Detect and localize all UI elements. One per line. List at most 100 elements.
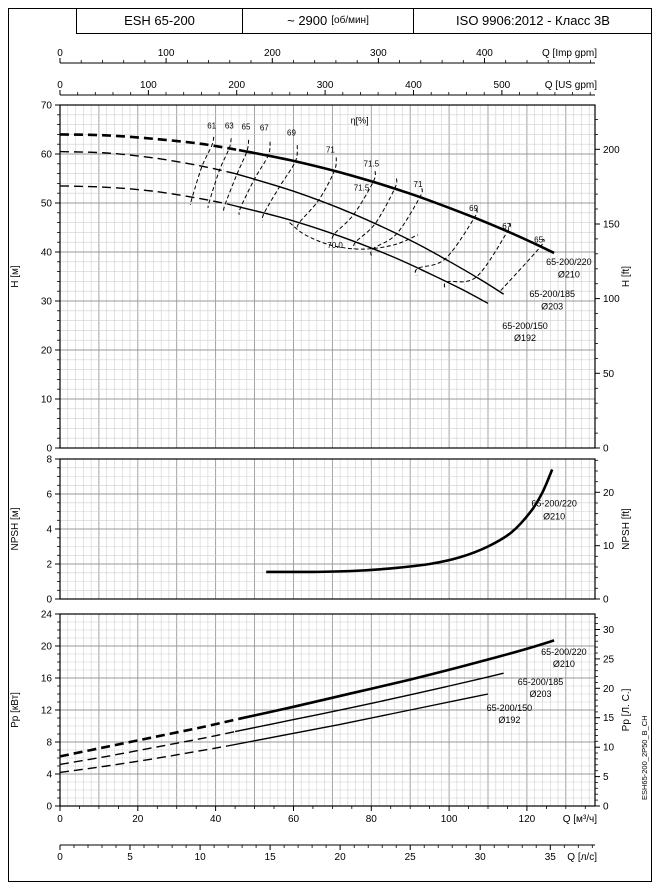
svg-text:25: 25 — [405, 852, 417, 863]
npsh-y-axis: 0 2 4 6 8 — [46, 455, 60, 606]
pump-speed-value: ~ 2900 — [287, 13, 328, 28]
svg-text:0: 0 — [603, 444, 609, 455]
head-grid — [60, 105, 595, 448]
svg-text:20: 20 — [41, 346, 53, 357]
svg-text:100: 100 — [603, 294, 620, 305]
curve-label: 71.5 — [354, 183, 370, 192]
efficiency-contour-71R — [370, 188, 423, 257]
test-standard-cell: ISO 9906:2012 - Класс 3В — [413, 8, 652, 33]
x-axis-title-us-gpm: Q [US gpm] — [545, 80, 597, 91]
curve-label: Ø210 — [558, 270, 580, 280]
svg-text:15: 15 — [603, 713, 615, 724]
head-frame — [59, 104, 596, 449]
svg-text:200: 200 — [603, 145, 620, 156]
svg-text:15: 15 — [265, 852, 277, 863]
curve-65-200-185-203 — [59, 672, 504, 766]
curve-label: 65-200/220 — [531, 498, 577, 508]
efficiency-contour-65 — [222, 139, 250, 212]
curve-label: 65-200/220 — [546, 257, 592, 267]
efficiency-contour-65R — [499, 238, 545, 293]
svg-text:0: 0 — [603, 802, 609, 813]
efficiency-contour-67R — [443, 223, 511, 290]
x-axis-m3h: 0 20 40 60 80 100 120 Q [м³/ч] — [57, 806, 597, 825]
svg-text:300: 300 — [370, 48, 387, 59]
curve-65-200-185-203 — [59, 150, 504, 295]
svg-text:400: 400 — [405, 80, 422, 91]
svg-text:H [ft]: H [ft] — [621, 266, 632, 287]
curve-65-200-150-192 — [59, 185, 489, 305]
svg-text:60: 60 — [288, 814, 300, 825]
curve-label: 67 — [502, 222, 511, 231]
svg-text:4: 4 — [46, 525, 52, 536]
test-standard: ISO 9906:2012 - Класс 3В — [456, 13, 610, 28]
svg-text:40: 40 — [210, 814, 222, 825]
svg-text:10: 10 — [603, 541, 615, 552]
svg-text:50: 50 — [603, 369, 615, 380]
npsh-chart: 65-200/220 Ø210 0 2 4 6 8 0 10 20 NPSH [м] NPSH [ft… — [10, 455, 632, 606]
svg-text:0: 0 — [46, 444, 52, 455]
curve-label: 65-200/150 — [487, 703, 533, 713]
svg-text:70: 70 — [41, 101, 53, 112]
curve-label: Ø203 — [529, 689, 551, 699]
svg-text:0: 0 — [57, 80, 63, 91]
svg-text:300: 300 — [317, 80, 334, 91]
head-y-axis: 0 10 20 30 40 50 60 70 — [41, 101, 60, 455]
svg-text:150: 150 — [603, 220, 620, 231]
curve-65-200-150-192 — [59, 693, 489, 774]
svg-text:20: 20 — [41, 642, 53, 653]
curve-65-200-220-210 — [266, 468, 554, 574]
head-chart: η[%] 61 63 65 67 69 71 71.5 71.5 71 69 67 65 70.0 65-2… — [10, 101, 632, 455]
svg-text:0: 0 — [603, 595, 609, 606]
svg-text:10: 10 — [41, 395, 53, 406]
power-grid — [60, 614, 595, 806]
svg-text:30: 30 — [41, 297, 53, 308]
curve-label: 63 — [225, 122, 234, 131]
curve-65-200-220-210 — [59, 639, 555, 758]
curve-label: 69 — [287, 128, 296, 137]
x-axis-ls: 0 5 10 15 20 25 30 35 Q [л/с] — [57, 844, 597, 863]
svg-text:NPSH [ft]: NPSH [ft] — [621, 508, 632, 550]
svg-text:50: 50 — [41, 199, 53, 210]
svg-text:400: 400 — [476, 48, 493, 59]
svg-text:16: 16 — [41, 674, 53, 685]
svg-text:80: 80 — [366, 814, 378, 825]
curve-label: 67 — [260, 124, 269, 133]
x-axis-us-gpm: 0 100 200 300 400 500 Q [US gpm] — [57, 80, 597, 96]
svg-text:2: 2 — [46, 560, 52, 571]
svg-text:120: 120 — [519, 814, 536, 825]
curve-label: 71 — [326, 146, 335, 155]
pump-model-cell: ESH 65-200 — [77, 8, 242, 33]
curve-label: 61 — [207, 122, 216, 131]
svg-text:40: 40 — [41, 248, 53, 259]
curve-label: Ø210 — [553, 659, 575, 669]
svg-text:10: 10 — [195, 852, 207, 863]
curve-label: 65-200/185 — [529, 289, 575, 299]
svg-text:8: 8 — [46, 455, 52, 466]
svg-text:0: 0 — [57, 852, 63, 863]
svg-text:12: 12 — [41, 706, 53, 717]
svg-text:20: 20 — [603, 684, 615, 695]
pump-model: ESH 65-200 — [124, 13, 195, 28]
power-chart: 65-200/220 Ø210 65-200/185 Ø203 65-200/150 Ø1… — [10, 610, 632, 813]
power-right-axis: 0 5 10 15 20 25 30 — [595, 617, 615, 813]
pump-speed-cell: ~ 2900 [об/мин] — [242, 8, 413, 33]
svg-text:20: 20 — [603, 488, 615, 499]
head-right-axis: 0 50 100 150 200 — [595, 119, 620, 455]
curve-label: 65-200/150 — [502, 321, 548, 331]
x-axis-title-imp-gpm: Q [Imp gpm] — [542, 48, 597, 59]
svg-text:25: 25 — [603, 654, 615, 665]
svg-text:500: 500 — [494, 80, 511, 91]
svg-text:200: 200 — [228, 80, 245, 91]
svg-text:60: 60 — [41, 150, 53, 161]
efficiency-contour-61 — [189, 136, 215, 206]
x-axis-title-m3h: Q [м³/ч] — [563, 814, 598, 825]
svg-text:6: 6 — [46, 490, 52, 501]
svg-text:H [м]: H [м] — [10, 265, 21, 288]
drawing-code: ESH65-200_2P50_B_CH — [640, 715, 649, 800]
curve-65-200-220-210 — [59, 133, 555, 255]
svg-text:20: 20 — [335, 852, 347, 863]
curve-label: 65 — [534, 236, 543, 245]
x-axis-imp-gpm: 0 100 200 300 400 Q [Imp gpm] — [57, 48, 597, 64]
